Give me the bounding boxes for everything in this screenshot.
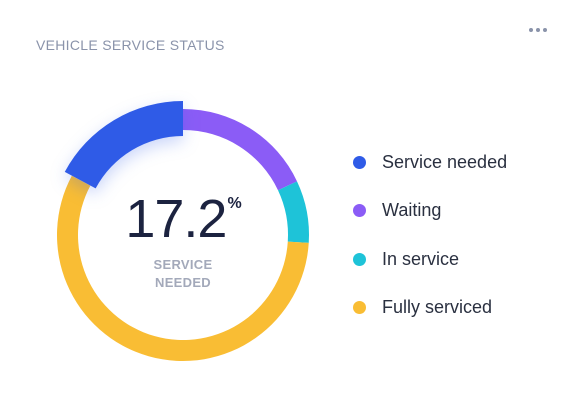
donut-chart: 17.2% SERVICE NEEDED bbox=[48, 100, 318, 370]
center-value: 17.2% bbox=[108, 192, 258, 246]
center-value-number: 17.2 bbox=[125, 189, 227, 249]
donut-segment-service-needed[interactable] bbox=[64, 101, 183, 189]
card-title: VEHICLE SERVICE STATUS bbox=[36, 37, 225, 53]
legend-label: Waiting bbox=[382, 200, 442, 221]
legend-item-waiting[interactable]: Waiting bbox=[353, 187, 563, 236]
center-value-unit: % bbox=[227, 195, 241, 212]
center-label-line1: SERVICE bbox=[153, 257, 213, 272]
legend-item-service-needed[interactable]: Service needed bbox=[353, 138, 563, 187]
more-options-button[interactable] bbox=[524, 20, 552, 40]
more-horizontal-icon-dot bbox=[536, 28, 540, 32]
chart-legend: Service needed Waiting In service Fully ser… bbox=[353, 138, 563, 332]
legend-label: In service bbox=[382, 248, 460, 269]
more-horizontal-icon-dot bbox=[543, 28, 547, 32]
legend-dot bbox=[353, 252, 366, 266]
legend-dot bbox=[353, 204, 366, 218]
legend-label: Fully serviced bbox=[382, 297, 493, 318]
center-label-line2: NEEDED bbox=[155, 275, 211, 290]
donut-chart-svg bbox=[56, 101, 309, 361]
center-label: SERVICE NEEDED bbox=[118, 256, 248, 292]
legend-item-fully-serviced[interactable]: Fully serviced bbox=[353, 284, 563, 333]
donut-segment-waiting[interactable] bbox=[183, 109, 298, 191]
legend-dot bbox=[353, 301, 366, 315]
donut-segment-in-service[interactable] bbox=[278, 181, 309, 243]
legend-dot bbox=[353, 155, 366, 169]
legend-item-in-service[interactable]: In service bbox=[353, 235, 563, 284]
donut-segment-fully-serviced[interactable] bbox=[56, 175, 309, 361]
more-horizontal-icon bbox=[529, 28, 533, 32]
legend-label: Service needed bbox=[382, 151, 508, 172]
